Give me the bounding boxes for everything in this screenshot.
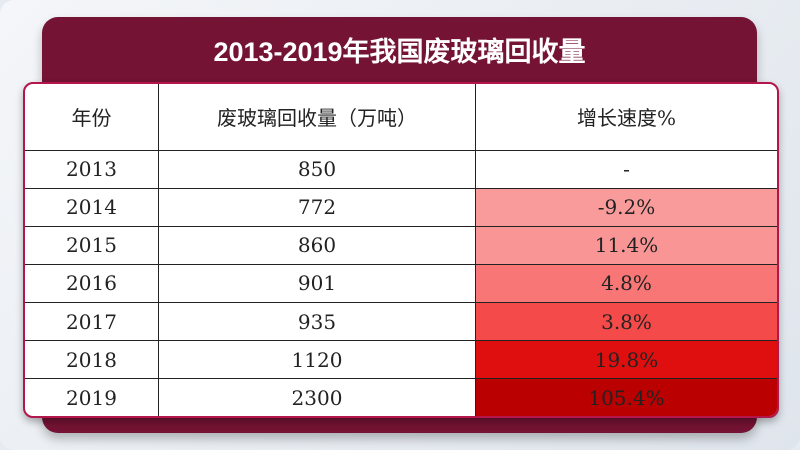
cell-growth: -	[475, 149, 777, 189]
cell-year: 2017	[25, 301, 159, 342]
cell-amount: 901	[158, 263, 476, 303]
table-row: 2017 935 3.8%	[25, 301, 777, 342]
cell-amount: 860	[158, 225, 476, 265]
table-row: 2013 850-	[25, 149, 777, 189]
cell-amount: 850	[158, 149, 476, 189]
table-row: 2015 860 11.4%	[25, 225, 777, 265]
table-row: 2014 772 -9.2%	[25, 187, 777, 227]
cell-growth: 3.8%	[475, 301, 777, 342]
data-table: 年份 废玻璃回收量（万吨） 增长速度% 2013 850-2014 772 -9.2%…	[25, 84, 777, 416]
cell-year: 2019	[25, 378, 159, 416]
cell-growth: 4.8%	[475, 263, 777, 303]
cell-year: 2013	[25, 149, 159, 189]
data-table-panel: 年份 废玻璃回收量（万吨） 增长速度% 2013 850-2014 772 -9.2%…	[23, 82, 779, 418]
table-row: 2019 2300 105.4%	[25, 378, 777, 416]
cell-growth: -9.2%	[475, 187, 777, 227]
header-year: 年份	[25, 84, 159, 151]
cell-amount: 935	[158, 301, 476, 342]
table-header-row: 年份 废玻璃回收量（万吨） 增长速度%	[25, 84, 777, 151]
header-amount: 废玻璃回收量（万吨）	[158, 84, 476, 151]
page-title: 2013-2019年我国废玻璃回收量	[213, 37, 586, 67]
cell-growth: 105.4%	[475, 378, 777, 416]
cell-amount: 2300	[158, 378, 476, 416]
cell-year: 2014	[25, 187, 159, 227]
cell-year: 2015	[25, 225, 159, 265]
cell-year: 2016	[25, 263, 159, 303]
header-growth: 增长速度%	[475, 84, 777, 151]
table-row: 2018 1120 19.8%	[25, 340, 777, 380]
table-row: 2016 901 4.8%	[25, 263, 777, 303]
cell-amount: 772	[158, 187, 476, 227]
cell-growth: 19.8%	[475, 340, 777, 380]
cell-year: 2018	[25, 340, 159, 380]
cell-growth: 11.4%	[475, 225, 777, 265]
cell-amount: 1120	[158, 340, 476, 380]
